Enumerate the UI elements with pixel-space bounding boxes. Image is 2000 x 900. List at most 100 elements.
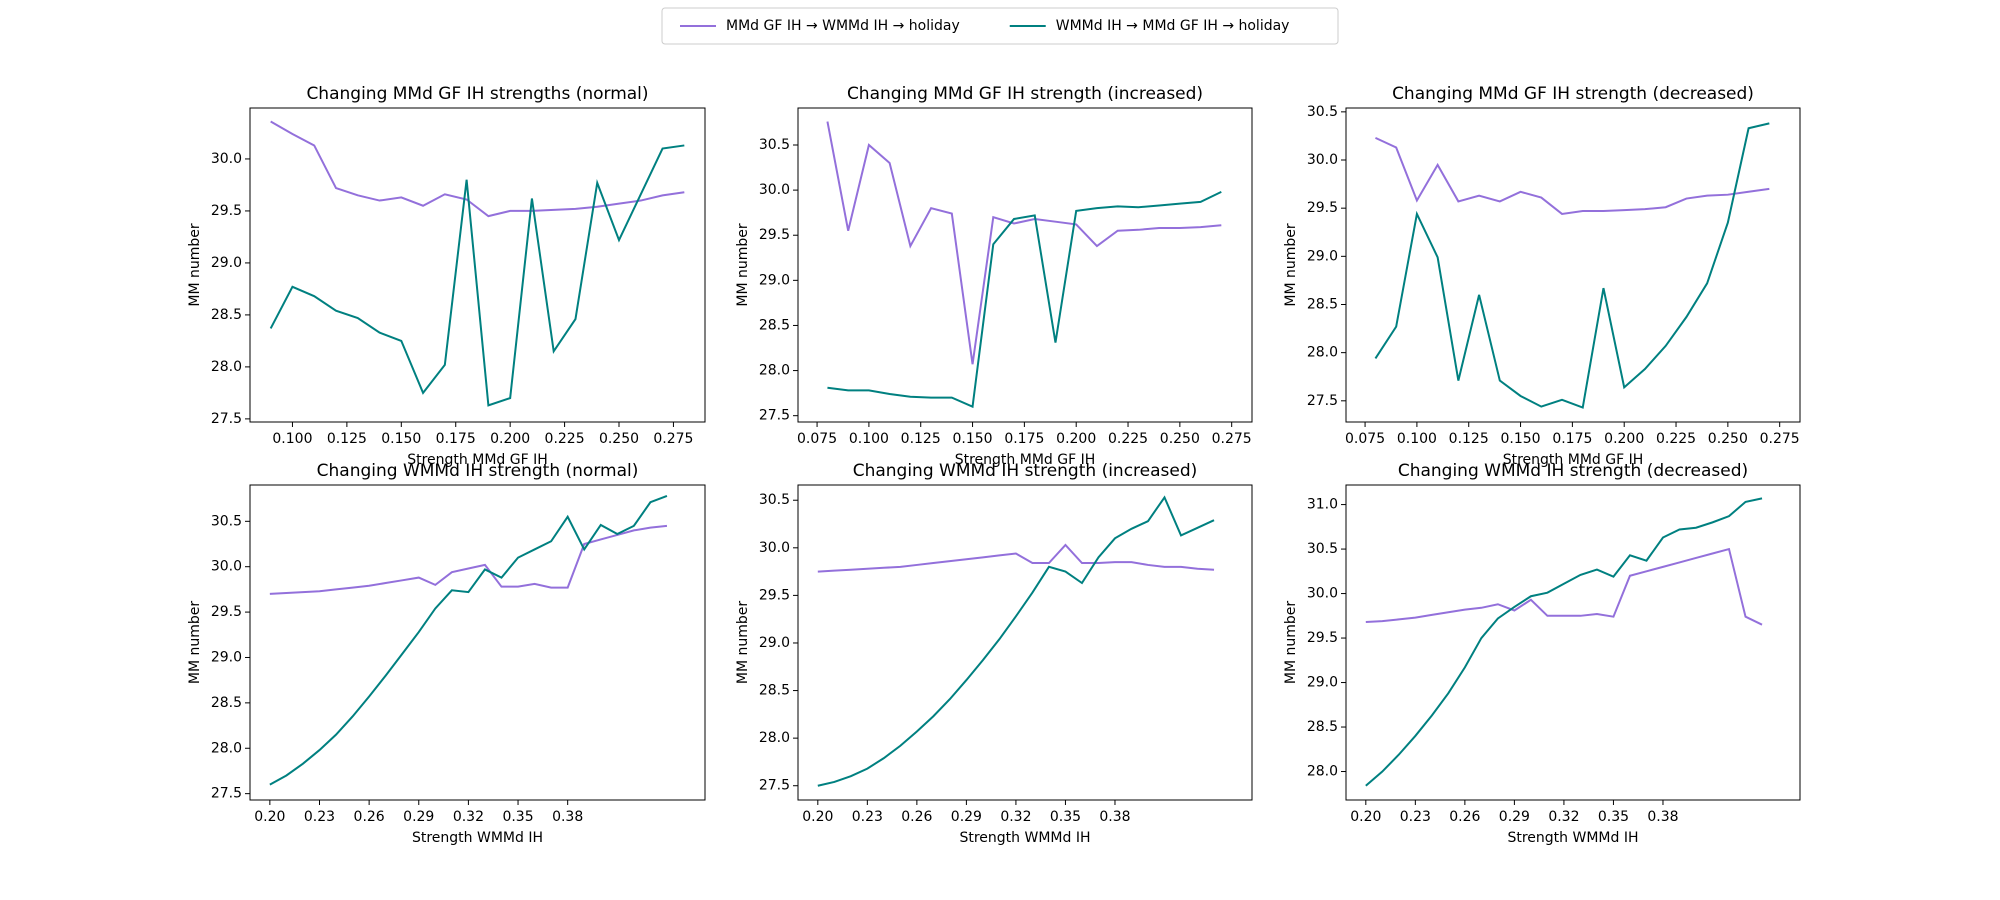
y-tick-label: 28.0 xyxy=(759,363,790,379)
series-line xyxy=(1374,122,1770,409)
series-line xyxy=(269,494,668,786)
y-tick-label: 28.5 xyxy=(759,317,790,333)
y-tick-label: 29.0 xyxy=(1307,675,1338,691)
y-tick-label: 29.5 xyxy=(211,203,242,219)
x-tick-label: 0.23 xyxy=(852,809,883,825)
y-tick-label: 30.0 xyxy=(759,182,790,198)
y-tick-label: 29.5 xyxy=(759,227,790,243)
x-tick-label: 0.38 xyxy=(1099,809,1130,825)
x-tick-label: 0.150 xyxy=(953,431,993,447)
y-tick-label: 30.5 xyxy=(1307,541,1338,557)
x-tick-label: 0.150 xyxy=(381,431,421,447)
x-axis-label: Strength MMd GF IH xyxy=(955,452,1096,468)
x-tick-label: 0.250 xyxy=(599,431,639,447)
x-tick-label: 0.125 xyxy=(327,431,367,447)
y-tick-label: 31.0 xyxy=(1307,497,1338,513)
legend-label: WMMd IH → MMd GF IH → holiday xyxy=(1056,18,1290,34)
series-line xyxy=(269,144,685,407)
series-line xyxy=(827,191,1222,409)
y-axis-label: MM number xyxy=(1283,223,1299,306)
y-axis-label: MM number xyxy=(187,601,203,684)
x-tick-label: 0.150 xyxy=(1501,431,1541,447)
plot-frame xyxy=(797,484,1253,801)
y-tick-label: 27.5 xyxy=(211,786,242,802)
y-tick-label: 29.0 xyxy=(759,272,790,288)
x-tick-label: 0.26 xyxy=(354,809,385,825)
x-axis-label: Strength WMMd IH xyxy=(959,830,1090,846)
y-tick-label: 29.0 xyxy=(1307,248,1338,264)
legend-box xyxy=(661,7,1339,45)
plot-frame xyxy=(249,107,706,423)
y-tick-label: 28.5 xyxy=(211,307,242,323)
x-tick-label: 0.38 xyxy=(1647,809,1678,825)
x-tick-label: 0.200 xyxy=(1604,431,1644,447)
x-tick-label: 0.225 xyxy=(1656,431,1696,447)
x-tick-label: 0.250 xyxy=(1160,431,1200,447)
x-tick-label: 0.075 xyxy=(1345,431,1385,447)
x-tick-label: 0.32 xyxy=(453,809,484,825)
series-line xyxy=(269,524,668,595)
y-tick-label: 28.0 xyxy=(211,740,242,756)
x-axis-label: Strength WMMd IH xyxy=(1507,830,1638,846)
chart-title: Changing MMd GF IH strength (decreased) xyxy=(1392,84,1754,104)
y-tick-label: 28.0 xyxy=(1307,345,1338,361)
x-tick-label: 0.200 xyxy=(1056,431,1096,447)
x-axis-label: Strength WMMd IH xyxy=(412,830,543,846)
y-tick-label: 28.0 xyxy=(759,730,790,746)
chart-title: Changing WMMd IH strength (decreased) xyxy=(1398,461,1748,481)
y-tick-label: 29.0 xyxy=(211,649,242,665)
x-tick-label: 0.100 xyxy=(272,431,312,447)
y-tick-label: 28.5 xyxy=(759,683,790,699)
x-tick-label: 0.100 xyxy=(849,431,889,447)
legend-label: MMd GF IH → WMMd IH → holiday xyxy=(726,18,960,34)
x-tick-label: 0.075 xyxy=(797,431,837,447)
chart-title: Changing MMd GF IH strength (increased) xyxy=(847,84,1203,104)
y-tick-label: 30.0 xyxy=(211,559,242,575)
y-axis-label: MM number xyxy=(187,223,203,306)
x-tick-label: 0.20 xyxy=(802,809,833,825)
x-tick-label: 0.175 xyxy=(436,431,476,447)
y-tick-label: 27.5 xyxy=(1307,393,1338,409)
series-line xyxy=(270,120,685,218)
x-tick-label: 0.26 xyxy=(1449,809,1480,825)
x-tick-label: 0.35 xyxy=(1598,809,1629,825)
x-tick-label: 0.275 xyxy=(1760,431,1800,447)
y-tick-label: 30.0 xyxy=(211,151,242,167)
x-tick-label: 0.29 xyxy=(951,809,982,825)
y-tick-label: 30.5 xyxy=(1307,104,1338,120)
y-tick-label: 27.5 xyxy=(759,408,790,424)
x-axis-label: Strength MMd GF IH xyxy=(1503,452,1644,468)
y-tick-label: 28.0 xyxy=(1307,764,1338,780)
x-tick-label: 0.175 xyxy=(1004,431,1044,447)
series-line xyxy=(817,543,1215,573)
x-tick-label: 0.100 xyxy=(1397,431,1437,447)
plot-frame xyxy=(1345,107,1801,423)
y-tick-label: 30.5 xyxy=(759,492,790,508)
x-tick-label: 0.225 xyxy=(1108,431,1148,447)
y-tick-label: 29.0 xyxy=(211,255,242,271)
chart-title: Changing WMMd IH strength (normal) xyxy=(317,461,639,481)
x-tick-label: 0.125 xyxy=(901,431,941,447)
y-tick-label: 27.5 xyxy=(759,778,790,794)
series-line xyxy=(1375,136,1770,215)
x-tick-label: 0.200 xyxy=(490,431,530,447)
y-tick-label: 27.5 xyxy=(211,411,242,427)
y-axis-label: MM number xyxy=(735,601,751,684)
x-tick-label: 0.32 xyxy=(1000,809,1031,825)
x-tick-label: 0.125 xyxy=(1449,431,1489,447)
x-tick-label: 0.275 xyxy=(653,431,693,447)
y-tick-label: 30.0 xyxy=(1307,152,1338,168)
x-tick-label: 0.29 xyxy=(1499,809,1530,825)
x-tick-label: 0.35 xyxy=(502,809,533,825)
x-tick-label: 0.225 xyxy=(545,431,585,447)
x-tick-label: 0.23 xyxy=(304,809,335,825)
series-line xyxy=(817,495,1215,787)
x-tick-label: 0.32 xyxy=(1548,809,1579,825)
x-tick-label: 0.29 xyxy=(403,809,434,825)
plot-frame xyxy=(249,484,706,801)
x-tick-label: 0.26 xyxy=(901,809,932,825)
chart-title: Changing WMMd IH strength (increased) xyxy=(853,461,1198,481)
x-axis-label: Strength MMd GF IH xyxy=(407,452,548,468)
